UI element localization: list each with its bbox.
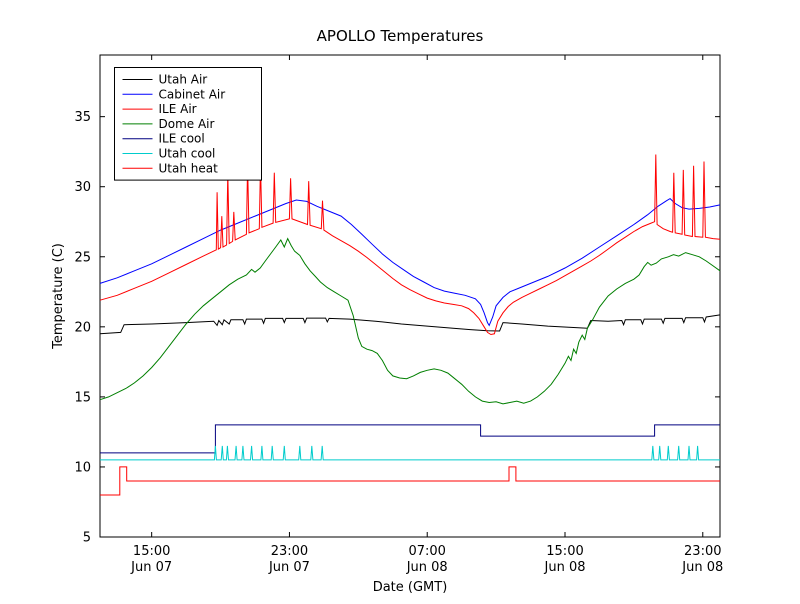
y-tick-label: 15 [74, 390, 91, 405]
x-axis-label: Date (GMT) [373, 580, 448, 595]
y-tick-label: 5 [83, 531, 91, 546]
series-line-utah-air [99, 314, 721, 335]
y-tick-label: 35 [74, 110, 91, 125]
x-tick-label: 23:00 [684, 544, 721, 559]
legend-label: ILE cool [159, 132, 205, 146]
x-tick-label: Jun 07 [268, 560, 310, 575]
series-line-utah-cool [100, 445, 720, 461]
y-tick-label: 30 [74, 180, 91, 195]
y-tick-label: 10 [74, 460, 91, 475]
x-tick-label: 15:00 [133, 544, 170, 559]
y-tick-label: 20 [74, 320, 91, 335]
series-line-cabinet-air [99, 197, 721, 327]
x-tick-label: Jun 07 [130, 560, 172, 575]
x-tick-label: Jun 08 [544, 560, 586, 575]
legend-label: Cabinet Air [159, 87, 226, 101]
x-tick-label: 15:00 [546, 544, 583, 559]
series-line-utah-heat [100, 466, 720, 496]
series-line-dome-air [99, 237, 721, 405]
series-line-ile-air [99, 154, 721, 336]
x-tick-label: Jun 08 [681, 560, 723, 575]
legend-label: Dome Air [159, 117, 215, 131]
axes-frame [99, 54, 721, 538]
legend-label: Utah cool [159, 147, 216, 161]
y-tick-label: 25 [74, 250, 91, 265]
x-tick-label: 23:00 [271, 544, 308, 559]
x-tick-label: 07:00 [408, 544, 445, 559]
y-axis-label: Temperature (C) [51, 243, 66, 350]
chart-title: APOLLO Temperatures [317, 27, 484, 45]
series-line-ile-cool [100, 424, 720, 454]
x-tick-label: Jun 08 [406, 560, 448, 575]
legend-label: Utah heat [159, 161, 219, 175]
legend-label: ILE Air [159, 102, 197, 116]
legend-label: Utah Air [159, 73, 208, 87]
